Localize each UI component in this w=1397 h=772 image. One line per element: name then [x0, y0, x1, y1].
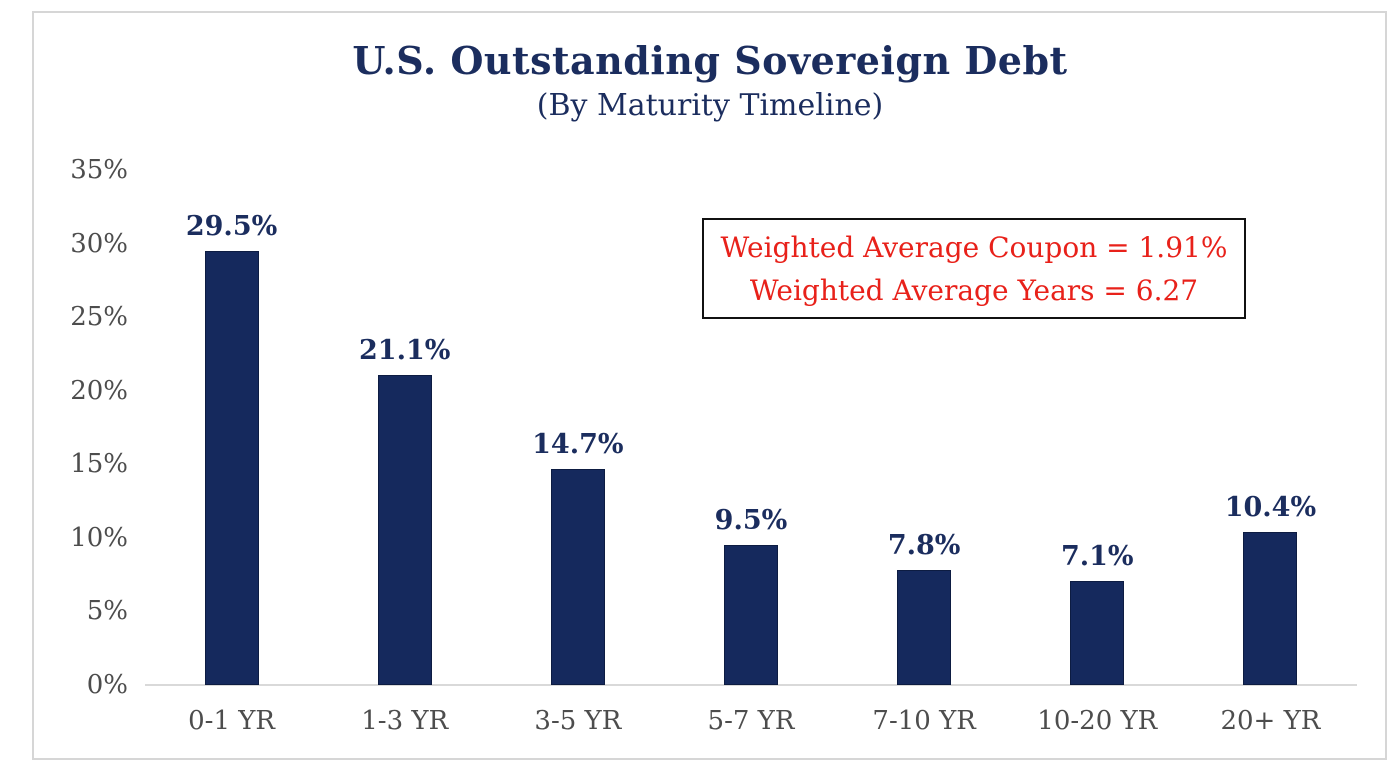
- x-category-label: 7-10 YR: [872, 706, 976, 736]
- y-tick-label: 5%: [86, 596, 128, 627]
- y-tick-label: 15%: [70, 449, 128, 480]
- bar-column: 14.7%: [491, 170, 664, 685]
- bar-column: 9.5%: [664, 170, 837, 685]
- bar-value-label: 14.7%: [532, 428, 624, 460]
- bar-column: 29.5%: [145, 170, 318, 685]
- bar-value-label: 29.5%: [185, 210, 278, 242]
- x-category-label: 1-3 YR: [361, 706, 449, 736]
- bar-value-label: 7.8%: [887, 530, 961, 562]
- bar-column: 7.8%: [838, 170, 1011, 685]
- bar: [897, 570, 952, 685]
- annotation-box: Weighted Average Coupon = 1.91% Weighted…: [702, 218, 1246, 319]
- bar-column: 10.4%: [1184, 170, 1357, 685]
- x-axis-labels: 0-1 YR 1-3 YR 3-5 YR 5-7 YR 7-10 YR 10-20 YR 2…: [145, 706, 1357, 736]
- bar-value-label: 10.4%: [1224, 491, 1317, 523]
- plot-area: 29.5% 21.1% 14.7% 9.5% 7.8% 7.1% 10.4%: [145, 170, 1357, 685]
- bar: [1070, 580, 1125, 685]
- chart-frame: [32, 11, 1387, 760]
- bar-value-label: 7.1%: [1060, 540, 1134, 572]
- annotation-line-coupon: Weighted Average Coupon = 1.91%: [720, 230, 1228, 264]
- bar: [723, 545, 778, 685]
- bar: [550, 468, 605, 685]
- y-tick-label: 30%: [70, 228, 128, 259]
- y-tick-label: 25%: [70, 302, 128, 333]
- x-category-label: 10-20 YR: [1037, 706, 1158, 736]
- y-tick-label: 35%: [70, 155, 128, 185]
- bar-value-label: 9.5%: [714, 505, 788, 537]
- bar-value-label: 21.1%: [359, 334, 451, 366]
- bar-column: 7.1%: [1011, 170, 1184, 685]
- annotation-line-years: Weighted Average Years = 6.27: [749, 273, 1199, 307]
- chart-title: U.S. Outstanding Sovereign Debt: [352, 38, 1068, 83]
- x-category-label: 5-7 YR: [707, 706, 795, 736]
- y-tick-label: 20%: [70, 375, 128, 406]
- x-category-label: 3-5 YR: [534, 706, 622, 736]
- chart-subtitle: (By Maturity Timeline): [536, 88, 884, 123]
- bar: [377, 374, 432, 685]
- bar: [1243, 531, 1298, 685]
- y-tick-label: 10%: [70, 522, 128, 553]
- x-category-label: 20+ YR: [1220, 706, 1321, 736]
- bar-column: 21.1%: [318, 170, 491, 685]
- y-tick-label: 0%: [86, 670, 128, 700]
- x-axis-line: [145, 684, 1357, 686]
- bar: [204, 250, 259, 685]
- x-category-label: 0-1 YR: [188, 706, 275, 736]
